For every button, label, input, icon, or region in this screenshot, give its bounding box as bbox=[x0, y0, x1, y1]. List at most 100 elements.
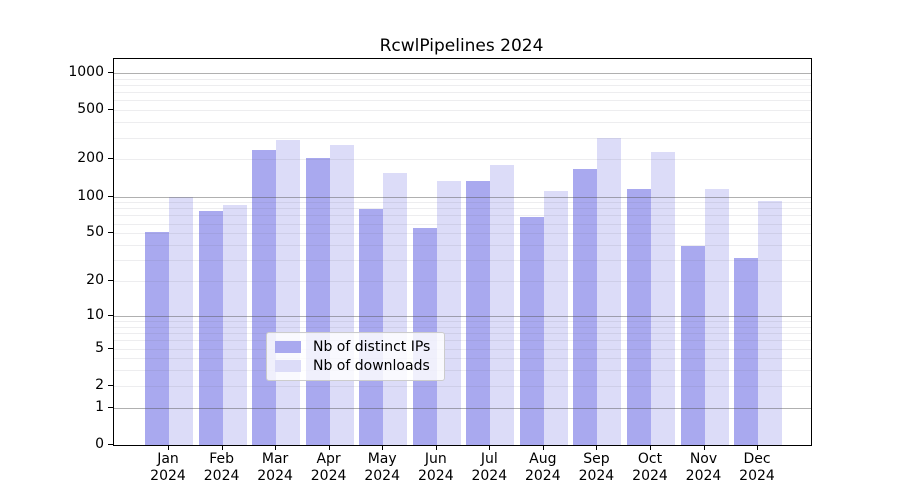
x-tick-month-mar: Mar bbox=[261, 451, 289, 467]
bar-nb-of-distinct-ips-apr bbox=[305, 158, 330, 445]
y-tick-label-1000: 1000 bbox=[68, 63, 104, 80]
bar-nb-of-downloads-sep bbox=[597, 138, 622, 445]
x-tick-feb bbox=[221, 445, 223, 450]
y-tick-100 bbox=[108, 195, 113, 197]
gridline-minor-700 bbox=[114, 92, 811, 94]
gridline-minor-30 bbox=[114, 260, 811, 262]
x-tick-month-sep: Sep bbox=[583, 451, 610, 467]
bar-nb-of-downloads-jun bbox=[436, 181, 461, 445]
gridline-minor-5 bbox=[114, 348, 811, 350]
bar-nb-of-distinct-ips-jul bbox=[466, 180, 491, 445]
x-tick-year-may: 2024 bbox=[364, 468, 400, 484]
x-tick-year-mar: 2024 bbox=[257, 468, 293, 484]
x-tick-label-apr: Apr 2024 bbox=[297, 451, 361, 485]
x-tick-jan bbox=[168, 445, 169, 450]
x-tick-month-apr: Apr bbox=[316, 451, 341, 467]
bar-nb-of-downloads-oct bbox=[650, 151, 675, 445]
y-tick-label-5: 5 bbox=[95, 339, 104, 356]
x-tick-label-jan: Jan 2024 bbox=[136, 451, 200, 485]
y-tick-200 bbox=[108, 158, 113, 160]
gridline-minor-500 bbox=[114, 110, 811, 112]
bar-nb-of-distinct-ips-sep bbox=[573, 168, 598, 445]
legend-swatch-nb-of-distinct-ips bbox=[275, 340, 301, 353]
x-tick-month-dec: Dec bbox=[743, 451, 771, 467]
x-tick-jul bbox=[489, 445, 491, 450]
legend: Nb of distinct IPs Nb of downloads bbox=[266, 332, 445, 381]
x-tick-sep bbox=[596, 445, 598, 450]
legend-row-nb-of-downloads: Nb of downloads bbox=[275, 356, 436, 375]
x-tick-month-jan: Jan bbox=[157, 451, 179, 467]
x-tick-month-nov: Nov bbox=[689, 451, 718, 467]
x-tick-label-dec: Dec 2024 bbox=[725, 451, 789, 485]
x-tick-month-jul: Jul bbox=[480, 451, 498, 467]
x-tick-label-oct: Oct 2024 bbox=[618, 451, 682, 485]
bar-nb-of-downloads-aug bbox=[543, 191, 568, 445]
gridline-minor-90 bbox=[114, 202, 811, 204]
x-tick-label-mar: Mar 2024 bbox=[243, 451, 307, 485]
x-tick-year-sep: 2024 bbox=[578, 468, 615, 484]
x-tick-year-dec: 2024 bbox=[739, 468, 775, 484]
legend-label-nb-of-downloads: Nb of downloads bbox=[313, 357, 430, 374]
y-tick-label-200: 200 bbox=[77, 150, 104, 167]
x-tick-year-apr: 2024 bbox=[310, 468, 347, 484]
x-tick-year-nov: 2024 bbox=[685, 468, 722, 484]
gridline-minor-50 bbox=[114, 233, 811, 235]
x-tick-month-oct: Oct bbox=[637, 451, 663, 467]
x-tick-month-aug: Aug bbox=[529, 451, 557, 467]
x-tick-may bbox=[382, 445, 384, 450]
x-tick-year-jun: 2024 bbox=[417, 468, 454, 484]
gridline-minor-60 bbox=[114, 223, 811, 225]
x-tick-label-feb: Feb 2024 bbox=[190, 451, 254, 485]
legend-label-nb-of-distinct-ips: Nb of distinct IPs bbox=[313, 338, 431, 355]
y-tick-1 bbox=[108, 406, 113, 408]
bar-nb-of-downloads-may bbox=[383, 173, 408, 445]
y-tick-2 bbox=[108, 384, 113, 386]
x-tick-month-jun: Jun bbox=[424, 451, 447, 467]
x-tick-year-jul: 2024 bbox=[471, 468, 508, 484]
y-tick-50 bbox=[108, 232, 113, 234]
gridline-minor-4 bbox=[114, 358, 811, 360]
x-tick-label-aug: Aug 2024 bbox=[511, 451, 575, 485]
x-tick-label-nov: Nov 2024 bbox=[672, 451, 736, 485]
legend-swatch-nb-of-downloads bbox=[275, 359, 301, 372]
x-tick-apr bbox=[328, 445, 330, 450]
y-tick-label-10: 10 bbox=[86, 306, 104, 323]
gridline-minor-200 bbox=[114, 159, 811, 161]
plot-area bbox=[113, 58, 812, 446]
gridline-minor-9 bbox=[114, 321, 811, 322]
y-tick-label-500: 500 bbox=[77, 101, 104, 118]
x-tick-oct bbox=[650, 445, 651, 450]
gridline-minor-40 bbox=[114, 245, 811, 246]
gridline-minor-70 bbox=[114, 215, 811, 217]
x-tick-nov bbox=[703, 445, 705, 450]
gridline-minor-400 bbox=[114, 122, 811, 124]
x-tick-label-may: May 2024 bbox=[350, 451, 414, 485]
bar-nb-of-distinct-ips-mar bbox=[252, 150, 277, 445]
y-tick-label-100: 100 bbox=[77, 187, 104, 204]
gridline-minor-800 bbox=[114, 84, 811, 86]
bar-nb-of-distinct-ips-jan bbox=[145, 232, 169, 445]
chart-title: RcwlPipelines 2024 bbox=[379, 36, 544, 56]
gridline-minor-2 bbox=[114, 385, 811, 387]
x-tick-month-feb: Feb bbox=[209, 451, 234, 467]
y-tick-10 bbox=[108, 314, 113, 316]
bar-nb-of-distinct-ips-nov bbox=[680, 246, 705, 445]
gridline-minor-6 bbox=[114, 340, 811, 342]
bar-nb-of-downloads-dec bbox=[758, 200, 783, 445]
y-tick-label-1: 1 bbox=[95, 398, 104, 415]
x-tick-jun bbox=[435, 445, 437, 450]
y-tick-1000 bbox=[108, 71, 113, 73]
x-tick-dec bbox=[757, 445, 758, 450]
bar-nb-of-distinct-ips-oct bbox=[626, 189, 651, 445]
y-tick-label-50: 50 bbox=[86, 224, 104, 241]
bar-nb-of-downloads-jul bbox=[490, 165, 515, 445]
gridline-major-1 bbox=[114, 407, 811, 409]
bar-nb-of-distinct-ips-dec bbox=[734, 258, 759, 445]
x-tick-month-may: May bbox=[367, 451, 397, 467]
bar-nb-of-downloads-nov bbox=[704, 188, 729, 445]
gridline-minor-900 bbox=[114, 78, 811, 80]
bar-nb-of-downloads-mar bbox=[276, 139, 301, 445]
y-tick-20 bbox=[108, 280, 113, 281]
y-tick-label-20: 20 bbox=[86, 272, 104, 288]
